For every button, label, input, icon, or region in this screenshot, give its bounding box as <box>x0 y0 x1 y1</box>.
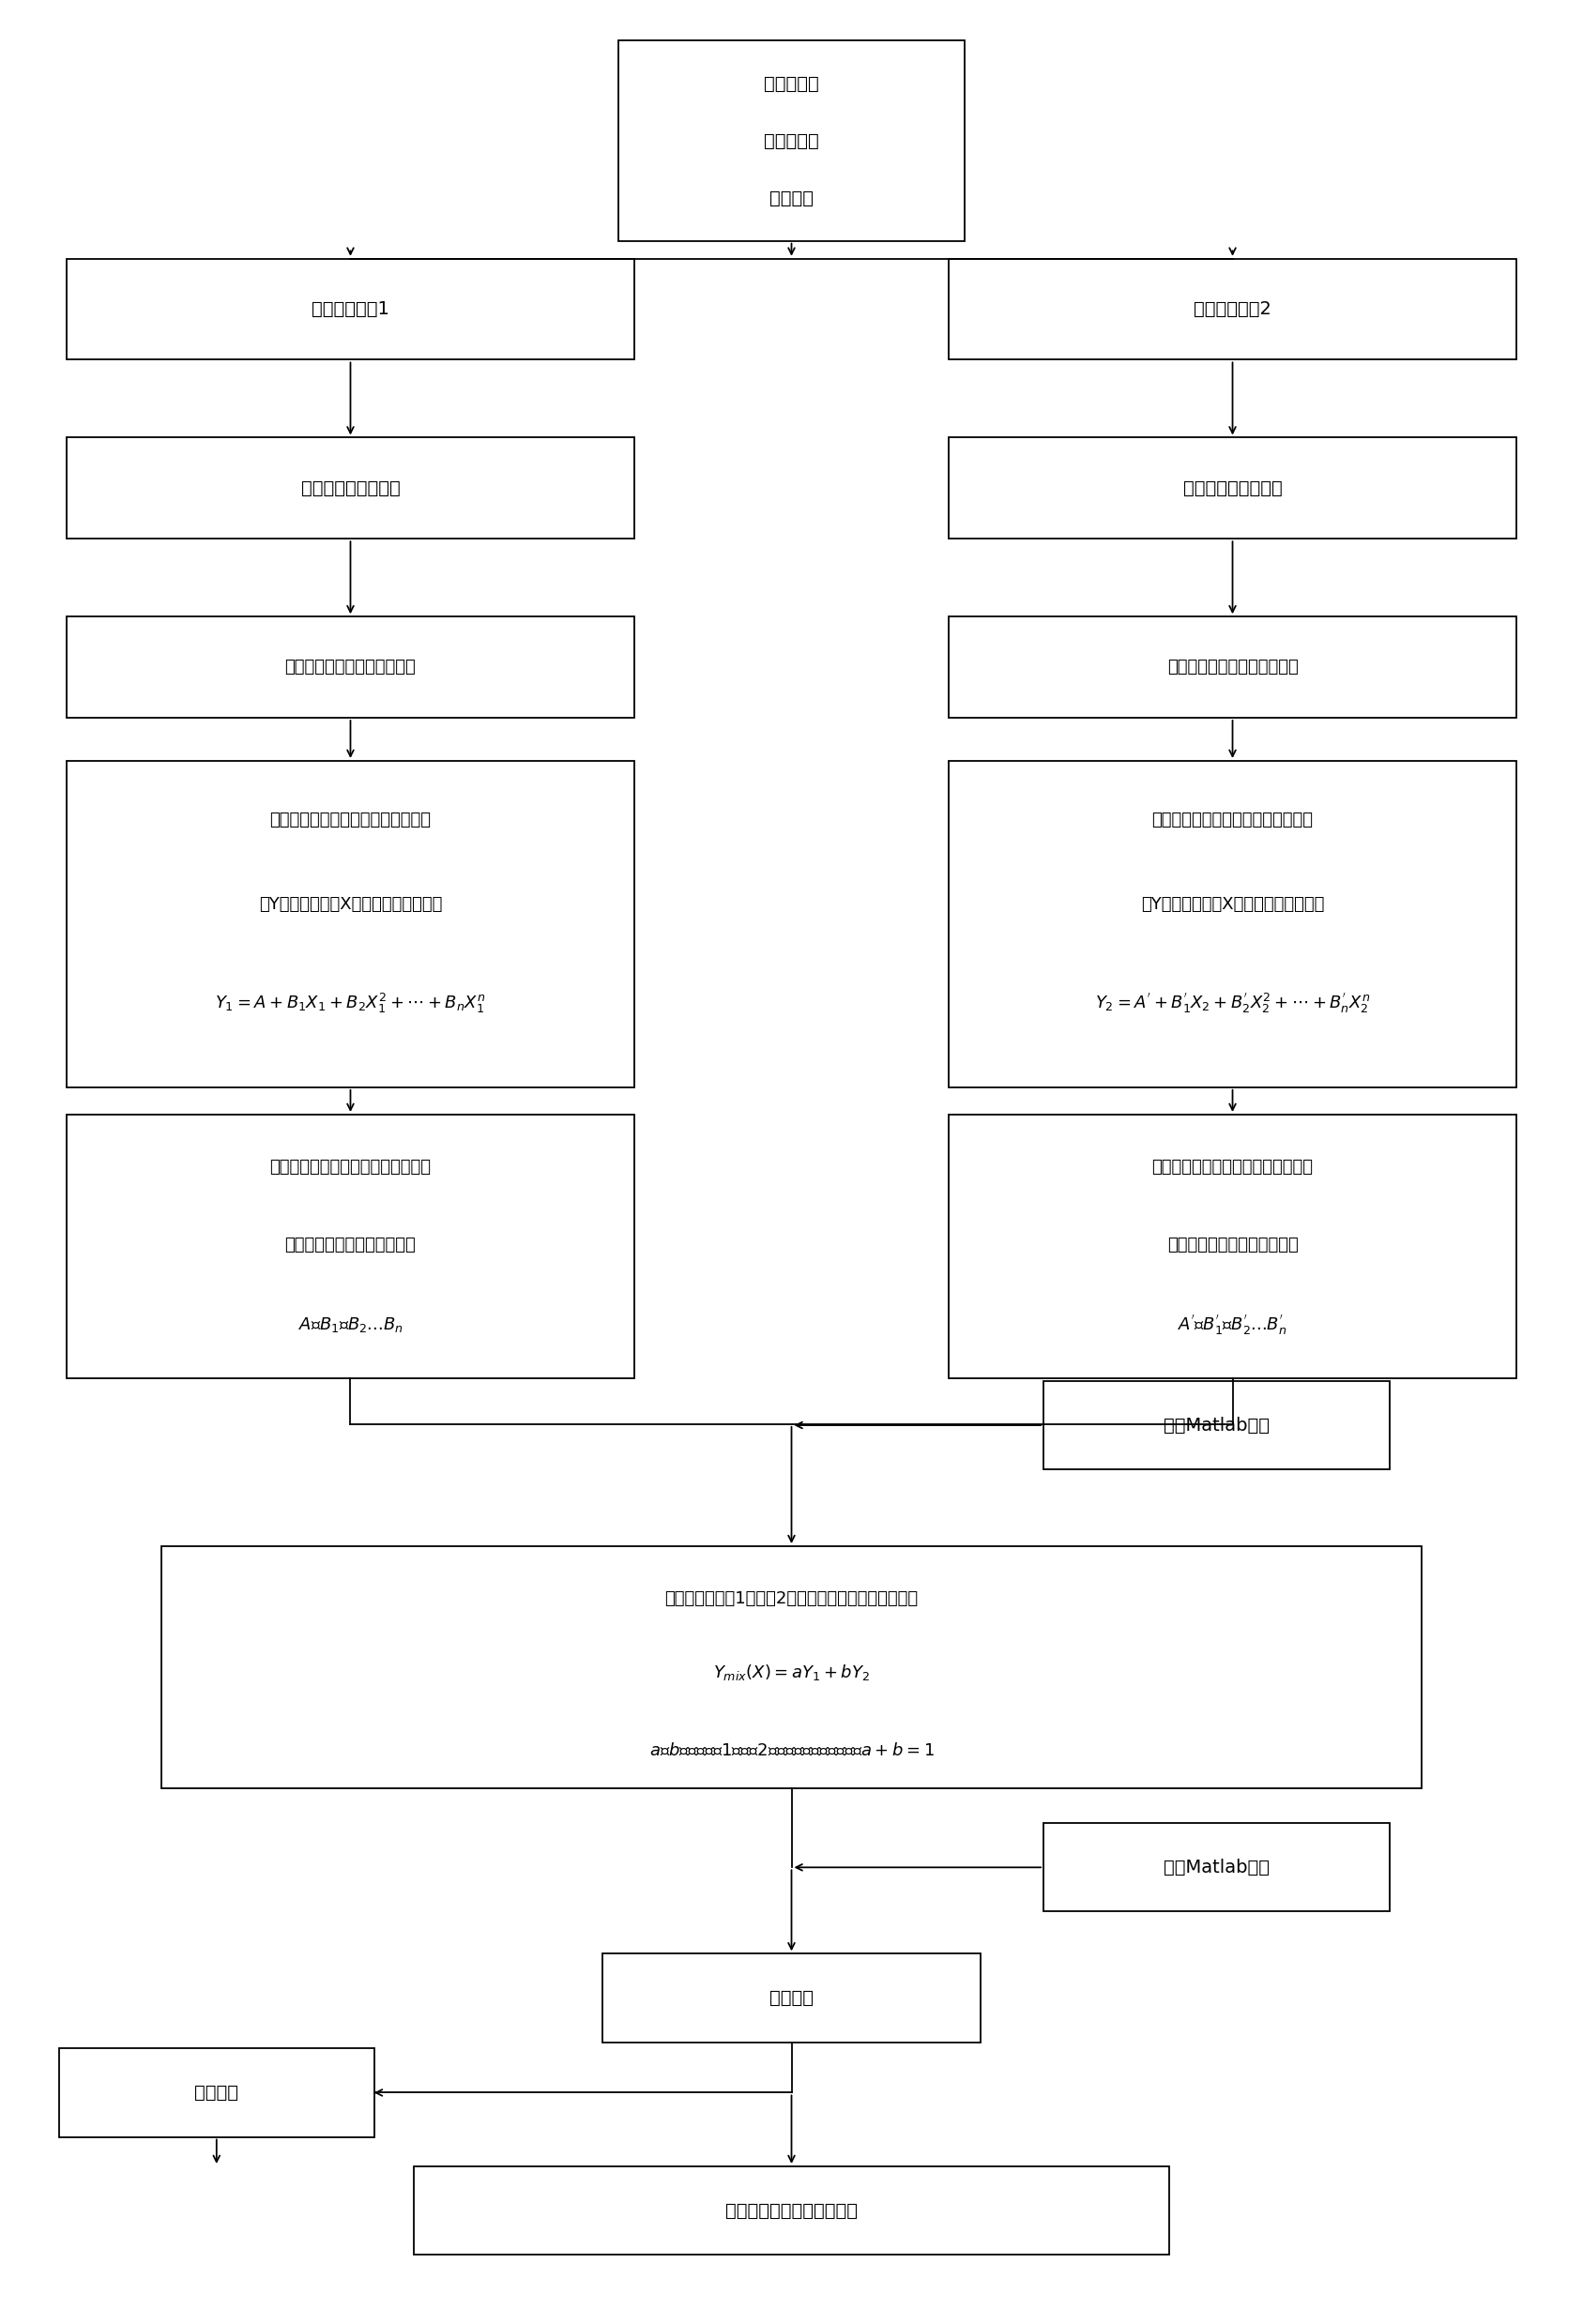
Text: 选用多项式作为关联函数形式，电压: 选用多项式作为关联函数形式，电压 <box>269 811 431 827</box>
Text: （Y）与比容量（X）的关系可表示为：: （Y）与比容量（X）的关系可表示为： <box>1141 895 1325 913</box>
Text: 采用Matlab编程: 采用Matlab编程 <box>1164 1859 1270 1875</box>
Text: $Y_1 = A + B_1X_1 + B_2X_1^2 + \cdots + B_nX_1^n$: $Y_1 = A + B_1X_1 + B_2X_1^2 + \cdots + … <box>215 992 486 1016</box>
Text: 采用Matlab编程: 采用Matlab编程 <box>1164 1415 1270 1434</box>
Bar <box>66 616 633 718</box>
Text: $a$，$b$分别为材料1与材料2在混合材料中所占比例，$a + b = 1$: $a$，$b$分别为材料1与材料2在混合材料中所占比例，$a + b = 1$ <box>649 1743 934 1759</box>
Bar <box>950 1116 1517 1378</box>
Bar <box>66 760 633 1088</box>
Text: 选择正极材料1: 选择正极材料1 <box>312 300 389 318</box>
Text: $A^{'}$、$B_1^{'}$、$B_2^{'}$...$B_n^{'}$: $A^{'}$、$B_1^{'}$、$B_2^{'}$...$B_n^{'}$ <box>1178 1313 1287 1336</box>
Bar <box>950 760 1517 1088</box>
Text: 上述关联函数中的待定系数：: 上述关联函数中的待定系数： <box>1167 1236 1298 1253</box>
Text: 选择正极材料2: 选择正极材料2 <box>1194 300 1271 318</box>
Text: $A$、$B_1$、$B_2$...$B_n$: $A$、$B_1$、$B_2$...$B_n$ <box>298 1315 402 1334</box>
Text: 只有正极不: 只有正极不 <box>765 74 818 93</box>
Bar <box>950 616 1517 718</box>
Text: （Y）与比容量（X）的关系可表示为：: （Y）与比容量（X）的关系可表示为： <box>258 895 442 913</box>
Text: 采用最小二乘法，根据实验数据确定: 采用最小二乘法，根据实验数据确定 <box>1152 1160 1314 1176</box>
Text: 上述关联函数中的待定系数：: 上述关联函数中的待定系数： <box>285 1236 416 1253</box>
Text: 完全一样: 完全一样 <box>769 188 814 207</box>
Bar <box>66 437 633 539</box>
Bar <box>161 1545 1422 1789</box>
Text: 实验验证: 实验验证 <box>195 2085 239 2101</box>
Bar <box>413 2166 1170 2254</box>
Text: 输出计算结果（图形方式）: 输出计算结果（图形方式） <box>725 2201 858 2219</box>
Bar <box>66 1116 633 1378</box>
Bar <box>603 1954 980 2043</box>
Text: 特定倍率放电过程数据的收集: 特定倍率放电过程数据的收集 <box>285 658 416 676</box>
Bar <box>1043 1822 1390 1913</box>
Bar <box>950 437 1517 539</box>
Text: $Y_{mix}(X) = aY_1 + bY_2$: $Y_{mix}(X) = aY_1 + bY_2$ <box>714 1662 869 1683</box>
Text: 模拟计算: 模拟计算 <box>769 1989 814 2008</box>
Text: 选用多项式作为关联函数形式，电压: 选用多项式作为关联函数形式，电压 <box>1152 811 1314 827</box>
Bar <box>619 42 964 242</box>
Text: 采用最小二乘法，根据实验数据确定: 采用最小二乘法，根据实验数据确定 <box>269 1160 431 1176</box>
Text: 混合材料（材料1与材料2）平台模型假设（线性模型）: 混合材料（材料1与材料2）平台模型假设（线性模型） <box>665 1590 918 1608</box>
Bar <box>59 2047 374 2136</box>
Bar <box>1043 1380 1390 1469</box>
Bar <box>950 258 1517 360</box>
Bar <box>66 258 633 360</box>
Text: 制作扣式或实效电池: 制作扣式或实效电池 <box>301 479 400 497</box>
Text: $Y_2 = A^{'} + B_1^{'}X_2 + B_2^{'}X_2^2 + \cdots + B_n^{'}X_2^n$: $Y_2 = A^{'} + B_1^{'}X_2 + B_2^{'}X_2^2… <box>1095 990 1371 1016</box>
Text: 制作扣式或实效电池: 制作扣式或实效电池 <box>1183 479 1282 497</box>
Text: 同其他条件: 同其他条件 <box>765 132 818 149</box>
Text: 特定倍率放电过程数据的收集: 特定倍率放电过程数据的收集 <box>1167 658 1298 676</box>
